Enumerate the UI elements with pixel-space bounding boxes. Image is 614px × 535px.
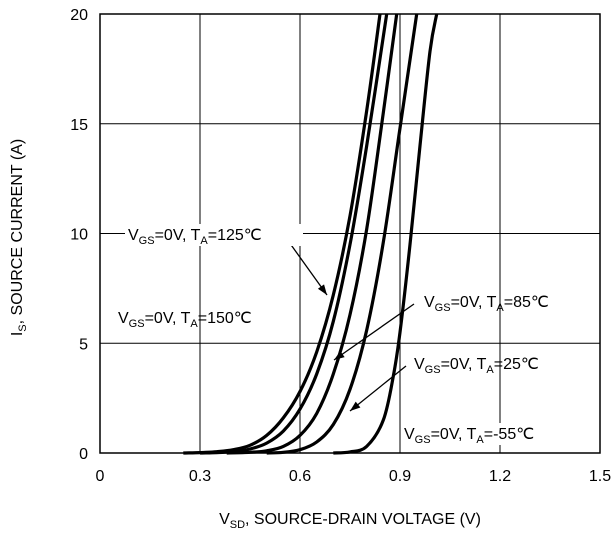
annotation-ta-150c: VGS=0V, TA=150℃ bbox=[118, 310, 252, 330]
y-tick-label: 10 bbox=[70, 227, 88, 244]
y-tick-label: 15 bbox=[70, 117, 88, 134]
annotation-arrowhead bbox=[350, 401, 361, 411]
annotation-part: =125℃ bbox=[208, 227, 262, 244]
x-axis-title-rest: , SOURCE-DRAIN VOLTAGE (V) bbox=[245, 511, 481, 528]
annotation-part: =-55℃ bbox=[484, 426, 534, 443]
x-tick-label: 0 bbox=[96, 468, 105, 485]
annotation-part: =0V, T bbox=[451, 294, 497, 311]
annotation-ta-25c: VGS=0V, TA=25℃ bbox=[414, 356, 539, 376]
annotation-part: V bbox=[128, 227, 139, 244]
annotation-ta-minus-55c: VGS=0V, TA=-55℃ bbox=[404, 426, 534, 446]
annotation-part: GS bbox=[415, 434, 431, 446]
annotation-arrow-line bbox=[288, 241, 328, 296]
annotation-background bbox=[401, 423, 597, 445]
annotation-part: =25℃ bbox=[494, 356, 539, 373]
y-tick-label: 0 bbox=[79, 446, 88, 463]
tick-labels: 0 0.3 0.6 0.9 1.2 1.5 0 5 10 15 20 bbox=[70, 7, 611, 485]
annotation-arrows bbox=[288, 241, 415, 412]
y-axis-title: IS, SOURCE CURRENT (A) bbox=[9, 139, 29, 336]
annotation-part: =0V, T bbox=[431, 426, 477, 443]
annotation-part: A bbox=[200, 235, 208, 247]
y-axis-title-rest: , SOURCE CURRENT (A) bbox=[9, 139, 26, 325]
x-tick-label: 0.6 bbox=[289, 468, 311, 485]
annotation-ta-85c: VGS=0V, TA=85℃ bbox=[424, 294, 549, 314]
y-axis-title-sub: S bbox=[17, 324, 29, 331]
annotation-part: =0V, T bbox=[145, 310, 191, 327]
annotation-part: A bbox=[496, 302, 504, 314]
plot-frame bbox=[99, 13, 601, 454]
annotation-arrow-line bbox=[333, 303, 415, 361]
y-tick-label: 20 bbox=[70, 7, 88, 24]
annotation-part: GS bbox=[129, 318, 145, 330]
x-axis-title-prefix: V bbox=[219, 511, 230, 528]
annotation-part: GS bbox=[425, 364, 441, 376]
y-axis-title-prefix: I bbox=[9, 332, 26, 336]
annotation-part: =0V, T bbox=[441, 356, 487, 373]
annotation-arrow-line bbox=[349, 365, 407, 412]
annotation-part: V bbox=[424, 294, 435, 311]
annotation-part: =0V, T bbox=[155, 227, 201, 244]
y-tick-label: 5 bbox=[79, 336, 88, 353]
curve-ta-85c bbox=[226, 13, 399, 455]
x-tick-label: 1.5 bbox=[589, 468, 611, 485]
annotation-part: A bbox=[486, 364, 494, 376]
annotation-ta-125c: VGS=0V, TA=125℃ bbox=[128, 227, 262, 247]
curve-ta-minus-55c bbox=[333, 13, 439, 455]
annotation-part: V bbox=[404, 426, 415, 443]
annotation-part: =85℃ bbox=[504, 294, 549, 311]
annotation-part: =150℃ bbox=[198, 310, 252, 327]
x-tick-label: 0.3 bbox=[189, 468, 211, 485]
x-tick-label: 1.2 bbox=[489, 468, 511, 485]
annotation-background bbox=[125, 224, 303, 246]
x-tick-label: 0.9 bbox=[389, 468, 411, 485]
annotation-part: GS bbox=[435, 302, 451, 314]
x-axis-title: VSD, SOURCE-DRAIN VOLTAGE (V) bbox=[219, 511, 481, 531]
curve-ta-25c bbox=[266, 13, 419, 455]
annotation-arrowhead bbox=[317, 284, 327, 295]
annotation-part: A bbox=[476, 434, 484, 446]
annotation-part: V bbox=[414, 356, 425, 373]
annotation-part: A bbox=[190, 318, 198, 330]
annotation-part: V bbox=[118, 310, 129, 327]
annotation-arrowhead bbox=[334, 350, 345, 360]
x-axis-title-sub: SD bbox=[230, 519, 245, 531]
annotation-part: GS bbox=[139, 235, 155, 247]
series-curves bbox=[183, 13, 439, 455]
